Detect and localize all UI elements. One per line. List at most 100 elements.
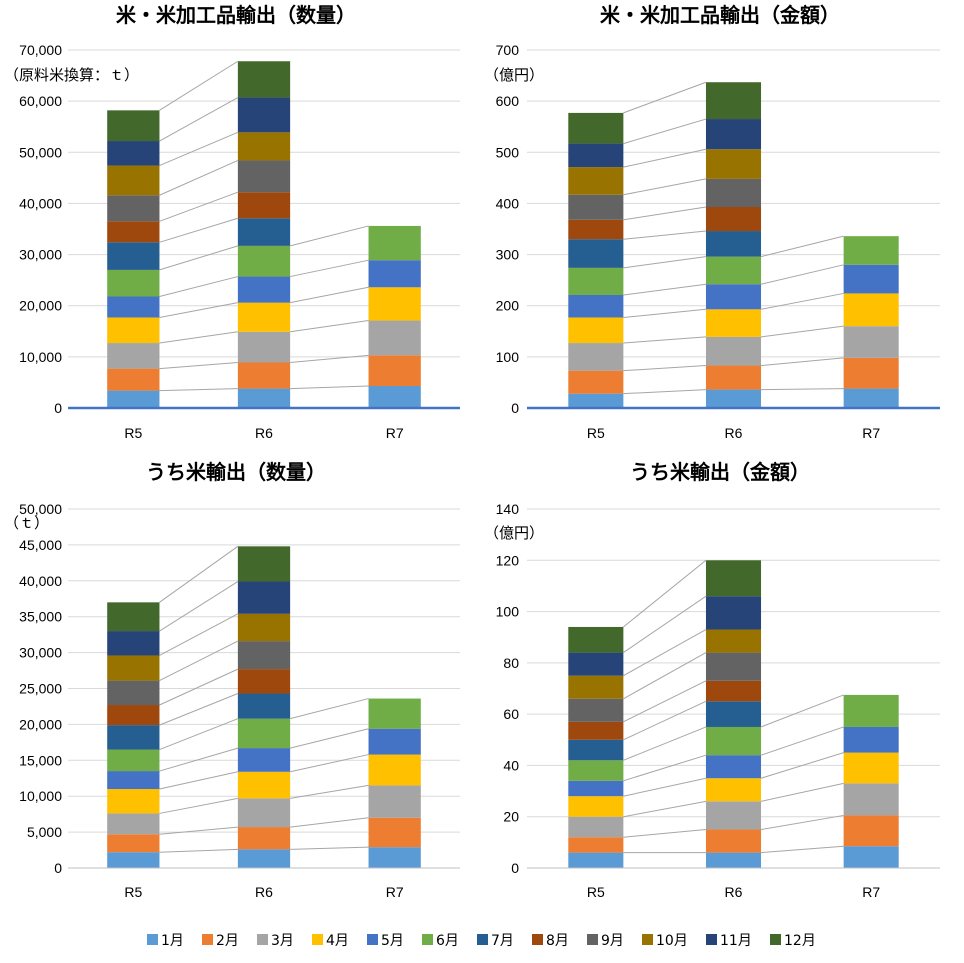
bar-segment-R6-10月	[705, 149, 762, 179]
bar-segment-R5-10月	[568, 167, 624, 195]
y-tick-label: 60,000	[19, 93, 62, 109]
y-tick-label: 140	[496, 501, 520, 517]
bar-segment-R6-9月	[237, 160, 291, 193]
bar-segment-R6-12月	[237, 61, 291, 98]
bar-segment-R7-6月	[368, 225, 421, 261]
series-connector-line	[623, 829, 707, 838]
bar-segment-R5-2月	[568, 370, 624, 394]
bar-segment-R6-3月	[705, 336, 762, 366]
series-connector-line	[623, 206, 707, 221]
bar-segment-R7-5月	[368, 260, 421, 288]
bar-segment-R6-5月	[705, 284, 762, 310]
x-category-label: R5	[587, 884, 605, 900]
bar-segment-R5-10月	[107, 655, 160, 681]
bar-segment-R6-10月	[237, 132, 291, 161]
series-connector-line	[159, 668, 239, 706]
y-tick-label: 10,000	[19, 788, 62, 804]
chart-panel-3: 0 5,000 10,000 15,000 20,000 25,000 30,000 35,0…	[4, 460, 460, 900]
bar-segment-R5-3月	[107, 343, 160, 369]
bar-segment-R5-10月	[107, 165, 160, 196]
bar-segment-R7-3月	[843, 326, 899, 358]
bar-segment-R6-4月	[237, 302, 291, 332]
y-tick-label: 70,000	[19, 42, 62, 58]
x-category-label: R7	[862, 425, 880, 441]
y-tick-label: 100	[496, 604, 520, 620]
legend-label: 8月	[546, 933, 569, 949]
bar-segment-R5-11月	[107, 631, 160, 656]
series-connector-line	[760, 235, 844, 258]
bar-segment-R6-8月	[705, 207, 762, 232]
bar-segment-R5-2月	[107, 368, 160, 391]
legend-label: 10月	[656, 933, 688, 949]
y-tick-label: 0	[511, 860, 519, 876]
chart-title: うち米輸出（数量）	[146, 460, 326, 484]
series-connector-line	[760, 782, 844, 802]
bar-segment-R7-4月	[843, 293, 899, 327]
bar-segment-R5-9月	[107, 195, 160, 222]
bar-segment-R6-1月	[237, 849, 291, 868]
series-connector-line	[623, 336, 707, 344]
bar-segment-R6-9月	[705, 178, 762, 208]
y-tick-label: 50,000	[19, 144, 62, 160]
bar-segment-R5-7月	[568, 239, 624, 268]
legend-label: 1月	[161, 933, 184, 949]
series-connector-line	[290, 817, 369, 828]
legend-label: 5月	[381, 933, 404, 949]
bar-segment-R5-8月	[107, 221, 160, 243]
legend-label: 6月	[436, 933, 459, 949]
bar-segment-R6-5月	[237, 276, 291, 303]
series-connector-line	[290, 754, 369, 773]
series-connector-line	[159, 160, 239, 196]
legend-swatch-5月	[367, 934, 378, 945]
series-connector-line	[623, 559, 707, 628]
bar-segment-R5-11月	[568, 143, 624, 168]
legend-swatch-12月	[770, 934, 781, 945]
legend-swatch-10月	[642, 934, 653, 945]
series-connector-line	[159, 388, 238, 392]
y-tick-label: 40,000	[19, 573, 62, 589]
bar-segment-R5-11月	[568, 652, 624, 676]
bar-segment-R5-7月	[107, 725, 160, 750]
bar-segment-R5-1月	[568, 852, 624, 868]
series-connector-line	[290, 225, 369, 247]
bar-segment-R7-5月	[843, 264, 899, 294]
y-tick-label: 20,000	[19, 716, 62, 732]
y-tick-label: 35,000	[19, 609, 62, 625]
bar-segment-R6-4月	[705, 309, 762, 337]
series-connector-line	[760, 292, 844, 310]
y-tick-label: 40	[503, 757, 519, 773]
bar-segment-R6-10月	[237, 613, 291, 642]
bar-segment-R6-6月	[705, 726, 762, 756]
bar-segment-R5-4月	[107, 317, 160, 344]
bar-segment-R7-4月	[843, 752, 899, 784]
series-connector-line	[159, 217, 239, 243]
bar-segment-R6-1月	[705, 852, 762, 868]
bar-segment-R6-9月	[237, 641, 291, 670]
bar-segment-R5-10月	[568, 675, 624, 699]
series-connector-line	[159, 771, 238, 790]
series-connector-line	[760, 357, 844, 367]
bar-segment-R6-2月	[237, 827, 291, 850]
x-category-label: R6	[255, 884, 273, 900]
y-tick-label: 40,000	[19, 195, 62, 211]
x-category-label: R7	[386, 425, 404, 441]
y-tick-label: 15,000	[19, 752, 62, 768]
series-connector-line	[623, 230, 707, 240]
bar-segment-R5-3月	[568, 816, 624, 838]
bar-segment-R5-12月	[568, 112, 624, 144]
bar-segment-R7-2月	[368, 817, 421, 848]
bar-segment-R6-2月	[237, 362, 291, 389]
series-connector-line	[623, 118, 707, 145]
series-connector-line	[760, 264, 844, 285]
bar-segment-R7-2月	[843, 815, 899, 847]
bar-segment-R7-5月	[368, 728, 421, 755]
x-category-label: R6	[725, 425, 743, 441]
series-connector-line	[159, 545, 239, 603]
y-tick-label: 20	[503, 809, 519, 825]
series-connector-line	[623, 178, 707, 196]
bar-segment-R5-5月	[568, 294, 624, 318]
bar-segment-R5-1月	[568, 393, 624, 408]
bar-segment-R7-1月	[843, 388, 899, 408]
legend-swatch-4月	[312, 934, 323, 945]
bar-segment-R7-4月	[368, 287, 421, 321]
